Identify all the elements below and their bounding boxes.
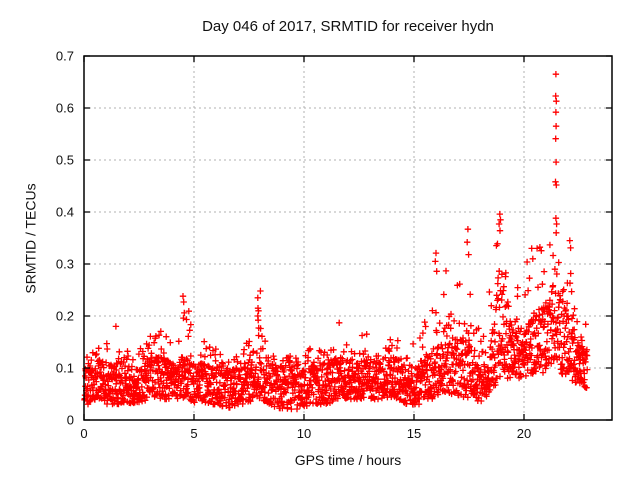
- x-tick-label: 5: [190, 426, 197, 441]
- scatter-points: [81, 71, 591, 413]
- x-tick-label: 10: [297, 426, 311, 441]
- chart-title: Day 046 of 2017, SRMTID for receiver hyd…: [202, 18, 494, 35]
- y-tick-label: 0.6: [56, 101, 74, 116]
- x-tick-label: 0: [80, 426, 87, 441]
- axis-ticks: [83, 55, 612, 421]
- y-tick-label: 0.1: [56, 361, 74, 376]
- gridlines: [84, 56, 612, 420]
- y-tick-label: 0.2: [56, 309, 74, 324]
- plot-border: [83, 55, 613, 421]
- y-tick-label: 0.4: [56, 205, 74, 220]
- x-axis-label: GPS time / hours: [294, 452, 402, 468]
- y-tick-label: 0.7: [56, 49, 74, 64]
- y-tick-label: 0.5: [56, 153, 74, 168]
- x-tick-label: 15: [407, 426, 421, 441]
- x-tick-label: 20: [517, 426, 531, 441]
- y-tick-label: 0: [67, 413, 74, 428]
- y-tick-label: 0.3: [56, 257, 74, 272]
